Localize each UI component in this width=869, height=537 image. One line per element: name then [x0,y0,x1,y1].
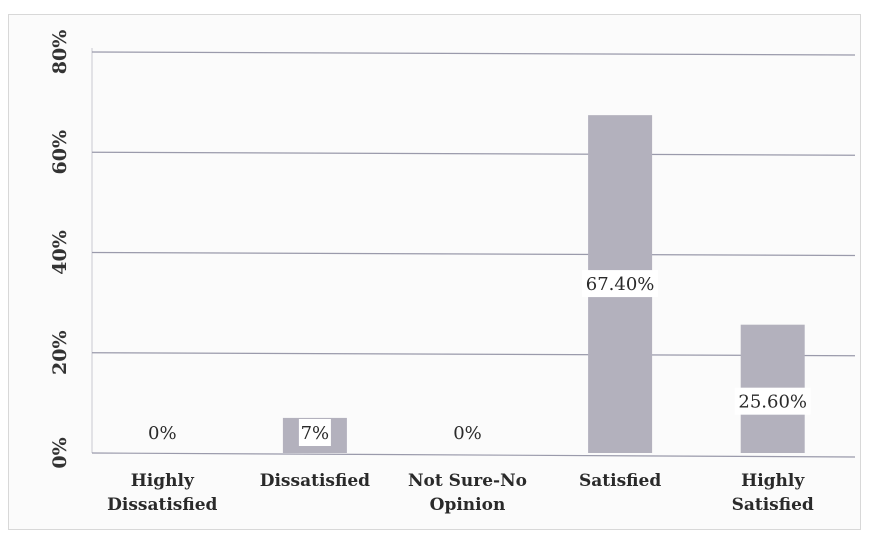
gridline [91,251,856,257]
data-label: 0% [148,423,177,444]
x-category-label-line: Satisfied [579,471,661,491]
y-tick-label: 20% [49,331,71,376]
y-tick-label: 0% [49,437,71,468]
x-category-label: Satisfied [579,471,661,491]
gridline [91,352,856,357]
x-category-label-line: Highly [741,471,805,491]
gridline [91,51,856,56]
x-category-label-line: Dissatisfied [107,495,217,515]
data-label: 0% [453,423,482,444]
x-category-label-line: Dissatisfied [260,471,370,491]
gridline [91,452,856,458]
x-category-label: Not Sure-No Opinion [408,471,527,515]
chart-frame [8,14,861,530]
data-label-background [582,270,659,298]
x-category-label: Highly Dissatisfied [107,471,217,515]
x-category-label-line: Satisfied [732,495,814,515]
x-category-label: Highly Satisfied [732,471,814,515]
gridline [91,151,856,156]
x-category-label: Dissatisfied [260,471,370,491]
x-category-label-line: Highly [131,471,195,491]
data-label: 67.40% [586,274,655,295]
data-label: 25.60% [738,392,807,413]
data-label-background [734,387,811,415]
y-tick-label: 80% [49,30,71,75]
x-category-label-line: Opinion [430,495,506,515]
data-label: 7% [301,423,330,444]
data-label-background [298,419,331,446]
y-tick-label: 60% [49,130,71,175]
x-category-label-line: Not Sure-No [408,471,527,491]
y-tick-label: 40% [49,230,71,275]
